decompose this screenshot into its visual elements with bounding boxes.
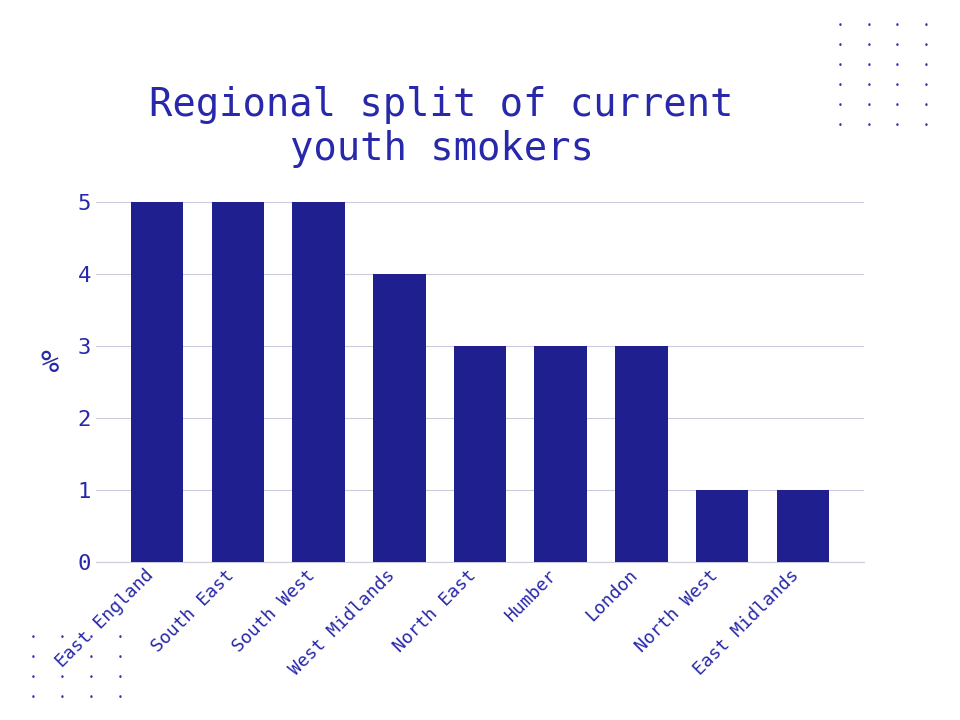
Bar [131,202,183,562]
Text: •: • [837,122,843,130]
Text: •: • [117,653,123,662]
Text: •: • [837,61,843,70]
Bar [373,274,425,562]
Text: •: • [31,633,36,642]
Text: •: • [895,21,900,30]
Text: •: • [866,21,872,30]
Text: •: • [31,673,36,682]
Text: •: • [866,41,872,50]
Text: •: • [837,102,843,110]
Text: •: • [837,21,843,30]
Text: •: • [866,81,872,90]
Bar [211,202,264,562]
Text: •: • [88,653,94,662]
Text: •: • [117,693,123,702]
Text: •: • [60,693,65,702]
Bar [696,490,749,562]
Bar [535,346,587,562]
Text: •: • [895,122,900,130]
Text: •: • [31,693,36,702]
Text: •: • [31,653,36,662]
Text: •: • [837,81,843,90]
Text: •: • [924,122,929,130]
Bar [777,490,829,562]
Text: •: • [88,673,94,682]
Text: •: • [924,61,929,70]
Text: •: • [60,633,65,642]
Text: •: • [895,102,900,110]
Text: •: • [60,653,65,662]
Text: •: • [837,41,843,50]
Text: •: • [60,673,65,682]
Text: Regional split of current
youth smokers: Regional split of current youth smokers [150,86,733,168]
Text: •: • [88,633,94,642]
Text: •: • [924,102,929,110]
Y-axis label: %: % [40,349,60,378]
Bar [454,346,506,562]
Bar [615,346,667,562]
Text: •: • [866,102,872,110]
Text: •: • [924,41,929,50]
Bar [293,202,345,562]
Text: •: • [895,61,900,70]
Text: •: • [866,122,872,130]
Text: •: • [924,81,929,90]
Text: •: • [866,61,872,70]
Text: •: • [117,673,123,682]
Text: •: • [895,81,900,90]
Text: •: • [117,633,123,642]
Text: •: • [895,41,900,50]
Text: •: • [88,693,94,702]
Text: •: • [924,21,929,30]
